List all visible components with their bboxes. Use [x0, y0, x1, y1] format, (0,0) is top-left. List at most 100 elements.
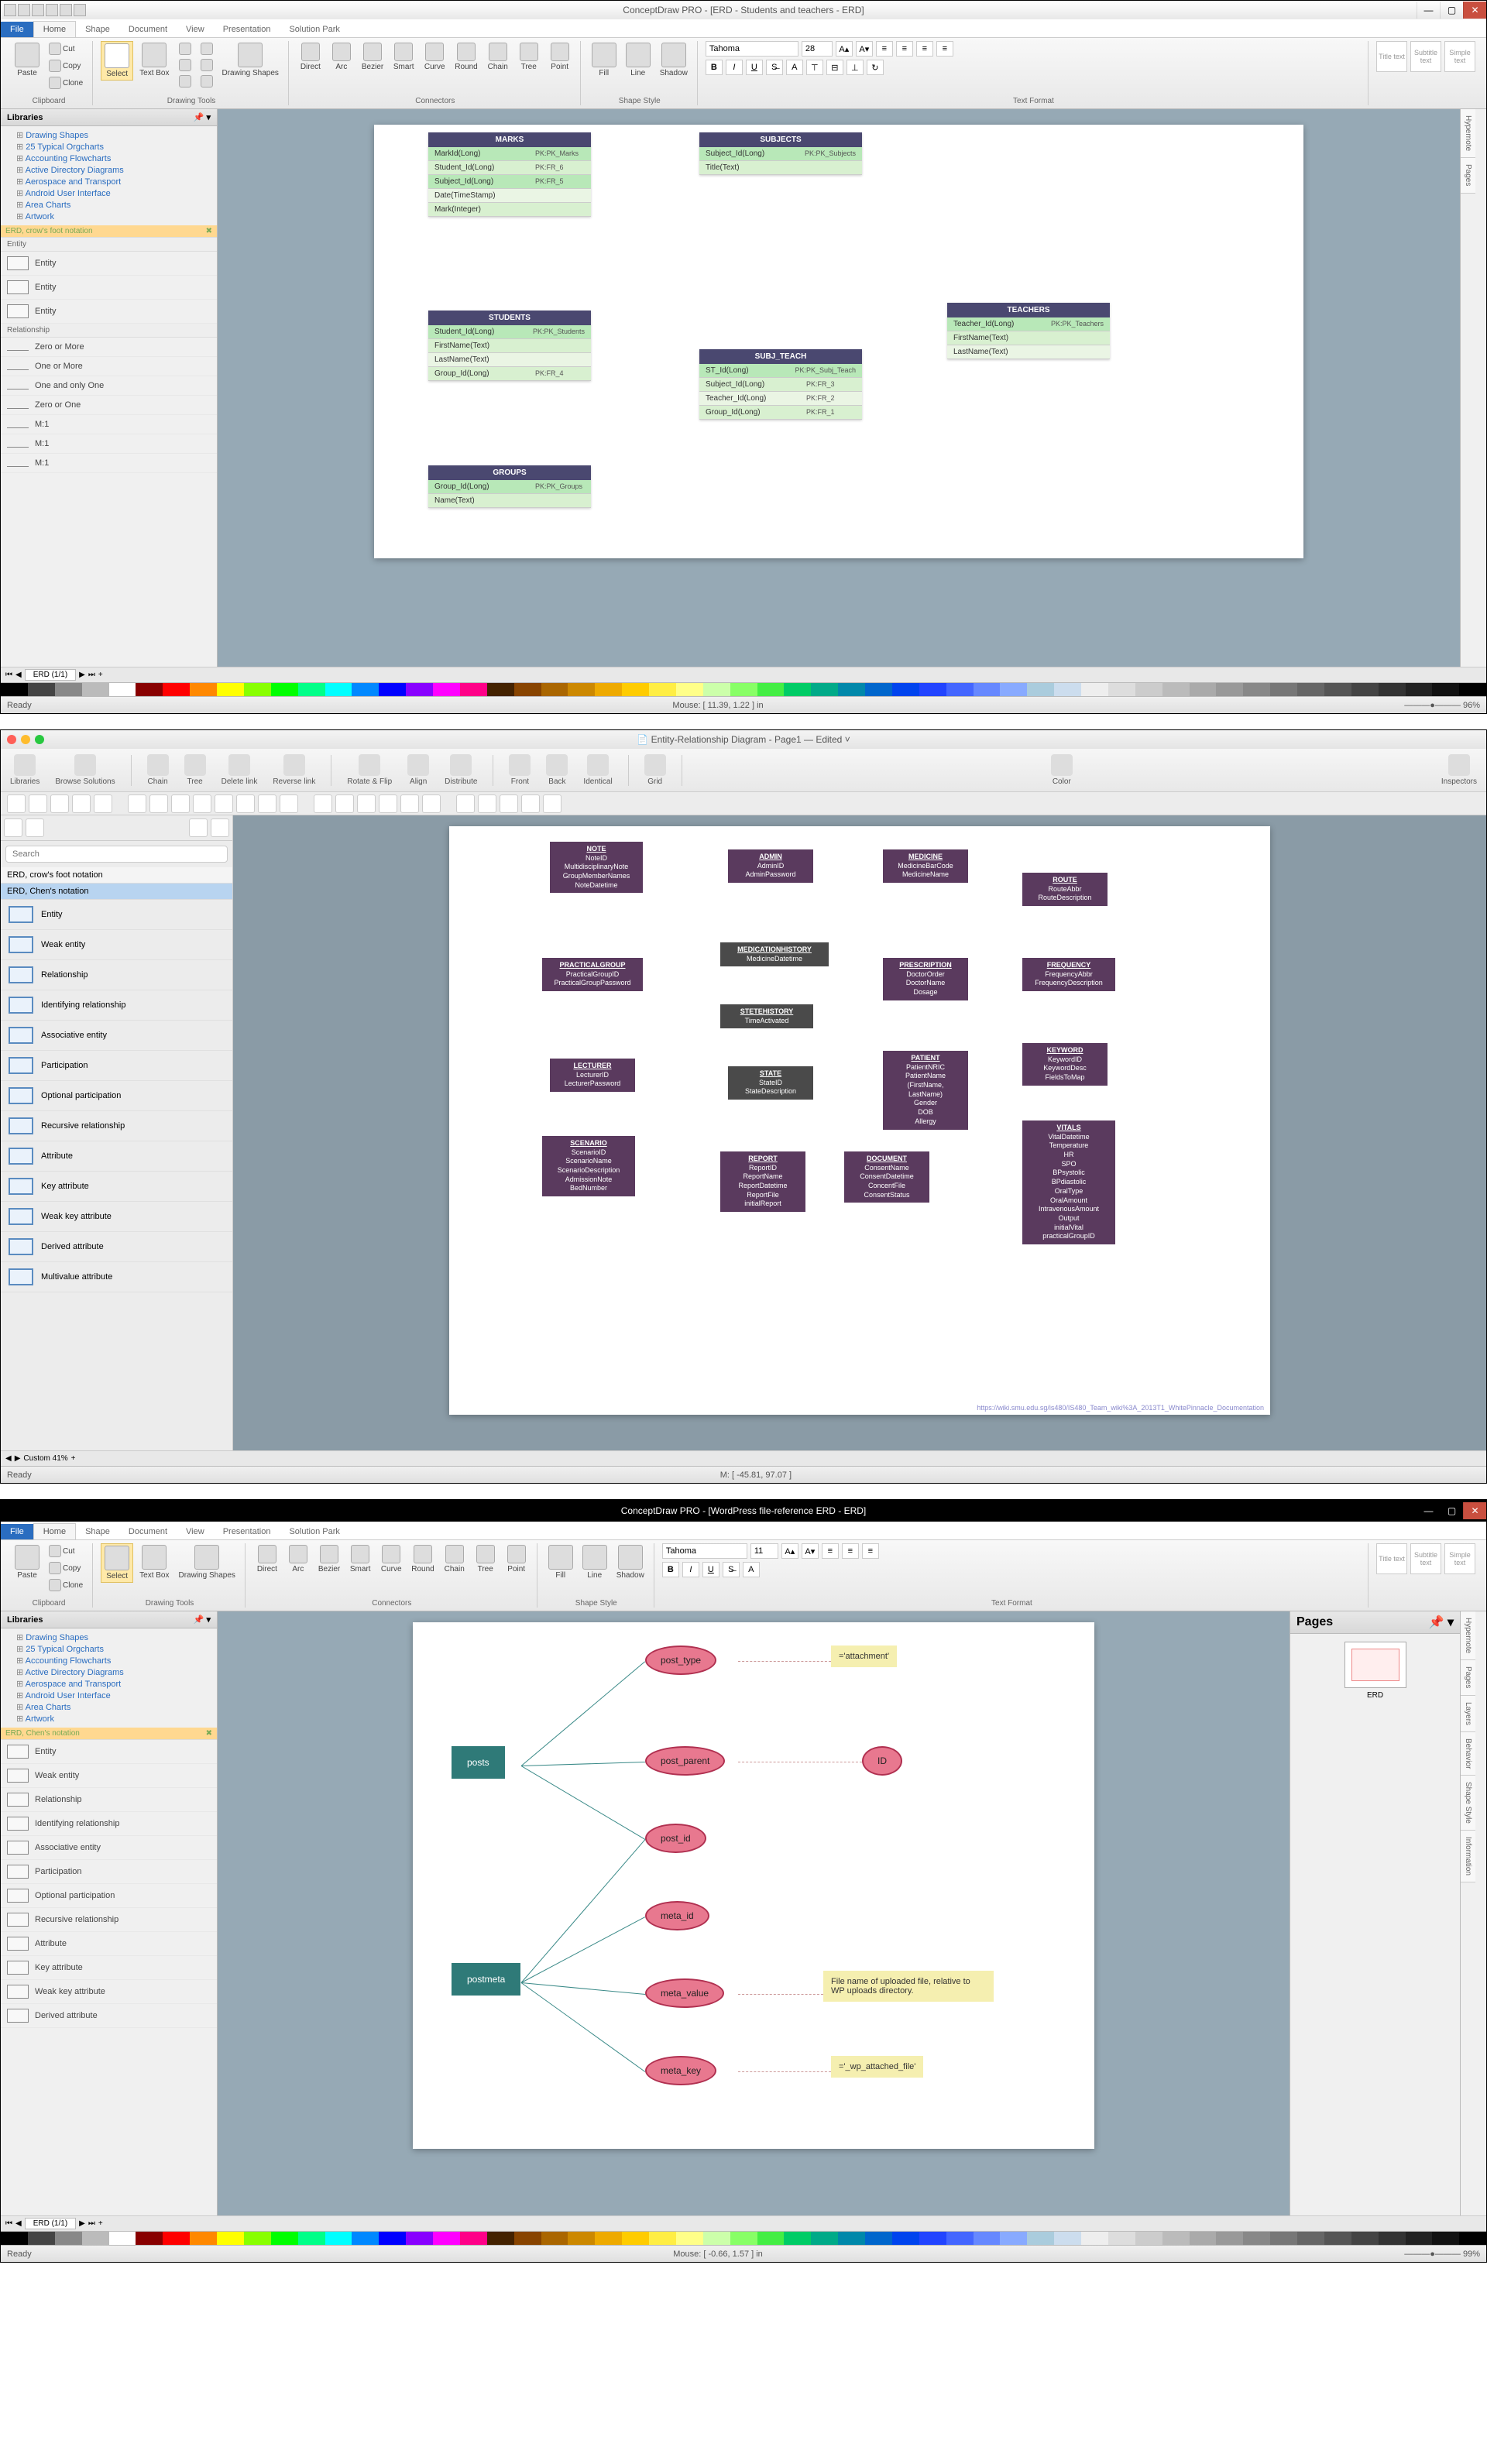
color-swatch[interactable]	[1406, 683, 1433, 696]
entity-keyword[interactable]: KEYWORDKeywordIDKeywordDescFieldsToMap	[1022, 1043, 1108, 1086]
document-tab[interactable]: ERD (1/1)	[25, 2218, 76, 2229]
note[interactable]: ='attachment'	[831, 1646, 897, 1667]
shape-item[interactable]: Entity	[1, 276, 217, 300]
tool-button[interactable]	[478, 794, 496, 813]
tool-button[interactable]	[171, 794, 190, 813]
shape-item[interactable]: Multivalue attribute	[1, 1262, 232, 1292]
shape-item[interactable]: One or More	[1, 357, 217, 376]
nav-first[interactable]: ⏮	[5, 2219, 12, 2228]
subtitle-style[interactable]: Subtitle text	[1410, 41, 1441, 72]
canvas[interactable]: postspostmetapost_typepost_parentpost_id…	[413, 1622, 1094, 2149]
color-swatch[interactable]	[1432, 683, 1459, 696]
color-swatch[interactable]	[487, 683, 514, 696]
entity-state[interactable]: STATEStateIDStateDescription	[728, 1066, 813, 1100]
tree-item[interactable]: Aerospace and Transport	[7, 1678, 211, 1690]
color-swatch[interactable]	[865, 683, 892, 696]
tool-button[interactable]	[94, 794, 112, 813]
shape-item[interactable]: Identifying relationship	[1, 1812, 217, 1836]
ribbon-tab-shape[interactable]: Shape	[76, 1524, 119, 1539]
shape-item[interactable]: M:1	[1, 454, 217, 473]
tool-button[interactable]	[521, 794, 540, 813]
color-swatch[interactable]	[541, 683, 568, 696]
color-swatch[interactable]	[974, 683, 1001, 696]
ribbon-tab-view[interactable]: View	[177, 22, 214, 37]
ribbon-tab-document[interactable]: Document	[119, 22, 177, 37]
font-select[interactable]	[662, 1543, 747, 1559]
color-swatch[interactable]	[784, 683, 811, 696]
textbox-button[interactable]: Text Box	[136, 41, 172, 79]
fontsize-select[interactable]	[802, 41, 833, 57]
maximize-button[interactable]: ▢	[1440, 1502, 1463, 1519]
color-swatch[interactable]	[811, 2232, 838, 2245]
ribbon-tab-file[interactable]: File	[1, 22, 33, 37]
tree-item[interactable]: Area Charts	[7, 1701, 211, 1713]
close-icon[interactable]: ✖	[206, 227, 212, 235]
color-swatch[interactable]	[541, 2232, 568, 2245]
round-button[interactable]: Round	[452, 41, 480, 73]
tree-item[interactable]: Aerospace and Transport	[7, 176, 211, 187]
color-swatch[interactable]	[649, 2232, 676, 2245]
align-btn[interactable]: ≡	[916, 41, 933, 57]
entity-prescription[interactable]: PRESCRIPTIONDoctorOrderDoctorNameDosage	[883, 958, 968, 1000]
panel-btn[interactable]	[4, 818, 22, 837]
side-tab-layers[interactable]: Layers	[1461, 1696, 1475, 1732]
shape-item[interactable]: Zero or One	[1, 396, 217, 415]
color-swatch[interactable]	[1190, 2232, 1217, 2245]
tool-button[interactable]	[280, 794, 298, 813]
zoom-slider[interactable]: ———●———	[1404, 2250, 1461, 2259]
tool-button[interactable]	[29, 794, 47, 813]
color-swatch[interactable]	[1162, 2232, 1190, 2245]
fill-button[interactable]: Fill	[589, 41, 620, 79]
side-tab-hypernote[interactable]: Hypernote	[1461, 109, 1475, 158]
color-swatch[interactable]	[730, 683, 757, 696]
tree-item[interactable]: 25 Typical Orgcharts	[7, 1643, 211, 1655]
shape-item[interactable]: Weak entity	[1, 1764, 217, 1788]
note[interactable]: ='_wp_attached_file'	[831, 2056, 923, 2078]
shape-item[interactable]: Attribute	[1, 1141, 232, 1172]
color-swatch[interactable]	[703, 2232, 730, 2245]
font-select[interactable]	[706, 41, 798, 57]
entity-document[interactable]: DOCUMENTConsentNameConsentDatetimeConcen…	[844, 1151, 929, 1203]
align-btn[interactable]: ≡	[822, 1543, 839, 1559]
shape-tool[interactable]	[197, 57, 216, 73]
color-swatch[interactable]	[1108, 683, 1135, 696]
entity-report[interactable]: REPORTReportIDReportNameReportDatetimeRe…	[720, 1151, 805, 1212]
color-swatch[interactable]	[82, 683, 109, 696]
direct-button[interactable]: Direct	[297, 41, 325, 73]
ribbon-tab-solution-park[interactable]: Solution Park	[280, 22, 349, 37]
color-swatch[interactable]	[865, 2232, 892, 2245]
valign-btn[interactable]: ⊤	[806, 60, 823, 75]
strike-button[interactable]: S̶	[723, 1562, 740, 1577]
entity-scenario[interactable]: SCENARIOScenarioIDScenarioNameScenarioDe…	[542, 1136, 635, 1196]
color-swatch[interactable]	[1, 2232, 28, 2245]
shape-item[interactable]: M:1	[1, 415, 217, 434]
entity-note[interactable]: NOTENoteIDMultidisciplinaryNoteGroupMemb…	[550, 842, 643, 893]
list-crowsfoot[interactable]: ERD, crow's foot notation	[1, 867, 232, 884]
tree-button[interactable]: Tree	[472, 1543, 500, 1575]
color-swatch[interactable]	[1324, 2232, 1351, 2245]
color-swatch[interactable]	[1379, 2232, 1406, 2245]
color-swatch[interactable]	[406, 2232, 433, 2245]
color-swatch[interactable]	[82, 2232, 109, 2245]
color-swatch[interactable]	[1190, 683, 1217, 696]
simple-style[interactable]: Simple text	[1444, 41, 1475, 72]
tool-button[interactable]	[128, 794, 146, 813]
color-swatch[interactable]	[109, 2232, 136, 2245]
attribute-meta_id[interactable]: meta_id	[645, 1901, 709, 1930]
pin-icon[interactable]: 📌 ▾	[1429, 1615, 1454, 1630]
color-swatch[interactable]	[1216, 683, 1243, 696]
align-btn[interactable]: ≡	[862, 1543, 879, 1559]
color-swatch[interactable]	[730, 2232, 757, 2245]
close-button[interactable]: ✕	[1463, 2, 1486, 19]
shape-item[interactable]: Relationship	[1, 1788, 217, 1812]
copy-button[interactable]: Copy	[46, 1560, 86, 1576]
side-tab-information[interactable]: Information	[1461, 1831, 1475, 1882]
underline-button[interactable]: U	[702, 1562, 719, 1577]
shape-item[interactable]: Identifying relationship	[1, 990, 232, 1021]
nav-next[interactable]: ▶	[79, 671, 85, 679]
color-swatch[interactable]	[1459, 2232, 1486, 2245]
underline-button[interactable]: U	[746, 60, 763, 75]
color-swatch[interactable]	[649, 683, 676, 696]
color-swatch[interactable]	[244, 2232, 271, 2245]
panel-btn[interactable]	[211, 818, 229, 837]
